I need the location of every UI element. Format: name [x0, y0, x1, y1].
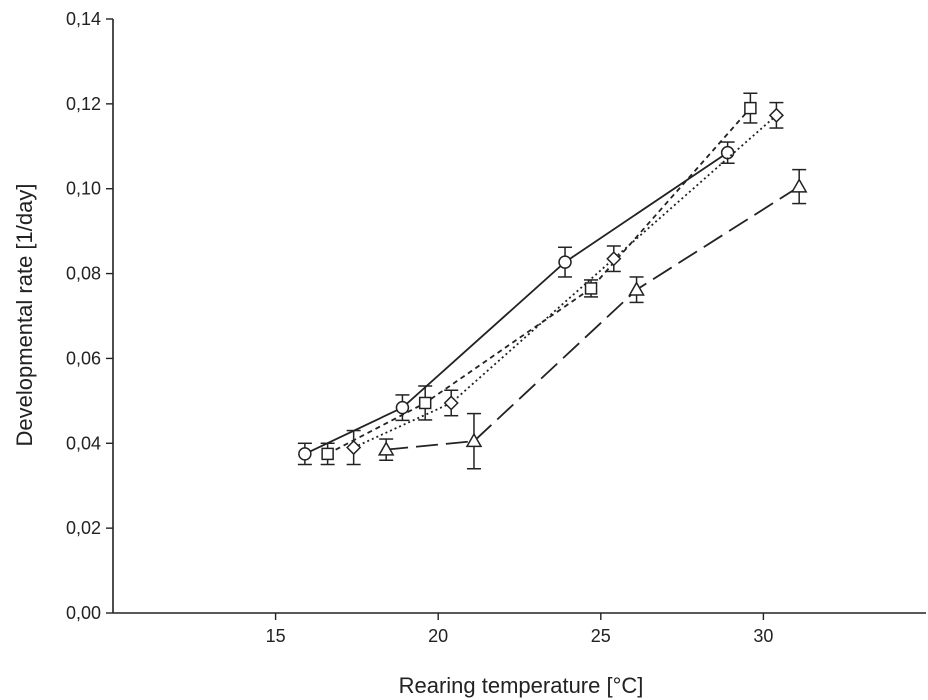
data-point-circle	[558, 255, 572, 269]
data-point-triangle	[377, 441, 395, 456]
data-point-triangle	[465, 432, 483, 448]
x-tick-label: 30	[753, 626, 773, 646]
series-line	[386, 185, 800, 451]
x-tick-label: 15	[266, 626, 286, 646]
y-tick-label: 0,00	[66, 603, 101, 623]
data-point-circle	[720, 145, 735, 160]
x-tick-label: 25	[591, 626, 611, 646]
x-axis-ticks: 15 20 25 30	[266, 613, 773, 646]
series-circle	[297, 141, 735, 466]
y-axis-ticks: 0,00 0,02 0,04 0,06 0,08 0,10 0,12 0,14	[66, 9, 113, 623]
series-line	[327, 107, 752, 455]
data-point-diamond	[443, 395, 459, 411]
data-point-triangle	[628, 281, 645, 296]
data-point-circle	[298, 447, 312, 461]
series-layer	[297, 92, 808, 470]
series-diamond	[346, 101, 784, 466]
axes	[112, 19, 926, 614]
y-tick-label: 0,14	[66, 9, 101, 29]
data-point-square	[418, 396, 432, 410]
series-triangle	[377, 168, 808, 470]
y-axis-label: Developmental rate [1/day]	[12, 184, 37, 447]
series-line	[353, 114, 778, 449]
y-tick-label: 0,04	[66, 433, 101, 453]
data-point-diamond	[768, 107, 784, 123]
data-point-diamond	[606, 251, 622, 267]
y-tick-label: 0,02	[66, 518, 101, 538]
x-tick-label: 20	[428, 626, 448, 646]
y-tick-label: 0,08	[66, 264, 101, 284]
data-point-square	[321, 447, 334, 461]
series-line	[304, 151, 729, 455]
data-point-circle	[395, 400, 410, 415]
y-tick-label: 0,12	[66, 94, 101, 114]
data-point-diamond	[346, 439, 362, 456]
x-axis-label: Rearing temperature [°C]	[399, 673, 644, 698]
y-tick-label: 0,10	[66, 179, 101, 199]
data-point-square	[744, 101, 757, 115]
data-point-square	[584, 282, 598, 295]
data-point-triangle	[790, 178, 808, 193]
y-tick-label: 0,06	[66, 348, 101, 368]
series-square	[320, 92, 758, 466]
